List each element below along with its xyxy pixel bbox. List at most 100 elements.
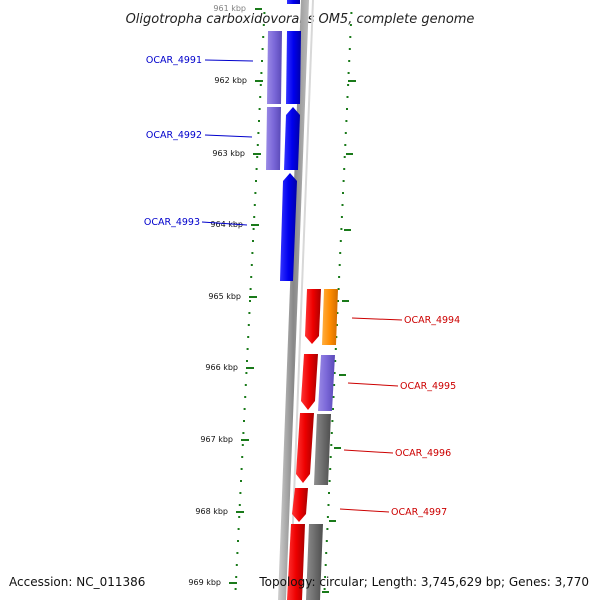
ring-dot	[244, 396, 247, 398]
ring-dot	[324, 564, 327, 566]
ring-dot	[327, 504, 330, 506]
ring-dot	[342, 180, 345, 182]
ring-dot	[235, 576, 238, 578]
leader-ocar-4995	[347, 382, 399, 387]
ring-dot	[338, 264, 341, 266]
ring-dot	[235, 564, 238, 566]
ring-dot	[345, 120, 348, 122]
ring-dot	[337, 300, 339, 302]
gene-arrow-ocar-4989[interactable]	[287, 0, 300, 4]
ring-dot	[263, 12, 266, 14]
gene-label-ocar-4996[interactable]: OCAR_4996	[395, 448, 451, 459]
gene-labels: OCAR_4991 OCAR_4992 OCAR_4993 OCAR_4994 …	[144, 55, 460, 518]
gene-label-ocar-4993[interactable]: OCAR_4993	[144, 217, 200, 228]
ring-dot	[326, 528, 329, 530]
gene-arrow-ocar-4993[interactable]	[280, 173, 297, 281]
ring-dot	[341, 204, 344, 206]
cog-box-ocar-4991	[267, 31, 282, 104]
leader-ocar-4992	[204, 134, 253, 138]
ring-dot	[251, 252, 254, 254]
ring-dot	[328, 480, 331, 482]
tick-label-964: 964 kbp	[210, 220, 243, 229]
gene-arrow-ocar-4995[interactable]	[301, 354, 318, 410]
gene-track	[280, 0, 321, 600]
scale-ring-dots	[234, 12, 353, 590]
ring-dot	[336, 312, 339, 314]
ring-dot	[256, 144, 259, 146]
ring-dot	[348, 60, 351, 62]
gene-arrow-ocar-4994[interactable]	[305, 289, 321, 344]
ring-dot	[333, 384, 336, 386]
cog-box-ocar-4992	[266, 107, 281, 170]
gene-label-ocar-4992[interactable]: OCAR_4992	[146, 130, 202, 141]
ring-dot	[255, 168, 258, 170]
gene-arrow-ocar-4991[interactable]	[286, 31, 301, 104]
gene-arrow-ocar-4997[interactable]	[292, 488, 308, 522]
ring-dot	[247, 324, 250, 326]
gene-arrow-ocar-4996[interactable]	[296, 413, 314, 483]
leader-ocar-4993	[201, 221, 248, 226]
ring-dot	[347, 84, 350, 86]
ring-dot	[238, 504, 241, 506]
tick-label-969: 969 kbp	[188, 578, 221, 587]
ring-dot	[237, 540, 239, 542]
tick-label-966: 966 kbp	[205, 363, 238, 372]
gene-label-ocar-4997[interactable]: OCAR_4997	[391, 507, 447, 518]
leader-ocar-4997	[339, 508, 390, 513]
gene-label-ocar-4991[interactable]: OCAR_4991	[146, 55, 202, 66]
ring-dot	[344, 144, 347, 146]
label-leaders	[201, 59, 403, 513]
ring-dot	[347, 72, 350, 74]
ring-dot	[261, 60, 263, 62]
leader-ocar-4994	[351, 317, 403, 321]
ring-dot	[348, 48, 351, 50]
cog-box-ocar-4995	[318, 355, 335, 411]
ring-dot	[335, 324, 338, 326]
ring-dot	[340, 228, 343, 230]
ring-dot	[253, 204, 256, 206]
ring-dot	[252, 228, 255, 230]
ring-dot	[328, 492, 330, 494]
ring-dot	[259, 84, 262, 86]
ring-dot	[332, 396, 335, 398]
ring-dot	[342, 192, 344, 194]
topology-text: Topology: circular; Length: 3,745,629 bp…	[258, 575, 589, 589]
ring-dot	[334, 360, 337, 362]
ring-dot	[324, 576, 327, 578]
ring-dot	[334, 348, 337, 350]
gene-arrow-ocar-4998[interactable]	[287, 524, 305, 600]
genome-backbone	[278, 0, 309, 600]
map-title: Oligotropha carboxidovorans OM5, complet…	[126, 12, 475, 27]
ring-dot	[248, 312, 251, 314]
ring-dot	[254, 192, 257, 194]
ring-dot	[262, 36, 265, 38]
ring-dot	[249, 300, 251, 302]
ring-dot	[337, 288, 340, 290]
backbone-outer-edge	[289, 0, 314, 600]
ring-dot	[245, 372, 248, 374]
ring-dot	[262, 24, 265, 26]
tick-label-968: 968 kbp	[195, 507, 228, 516]
ring-dot	[246, 360, 248, 362]
ring-dot	[240, 468, 243, 470]
ring-dot	[349, 24, 352, 26]
ring-dot	[241, 444, 244, 446]
ring-dot	[260, 72, 263, 74]
gene-label-ocar-4994[interactable]: OCAR_4994	[404, 315, 460, 326]
ring-dot	[243, 408, 246, 410]
cog-track	[266, 31, 338, 600]
ring-dot	[344, 132, 347, 134]
ring-dot	[330, 432, 333, 434]
leader-ocar-4996	[343, 449, 394, 454]
ring-dot	[255, 180, 257, 182]
tick-label-965: 965 kbp	[208, 292, 241, 301]
ring-dot	[256, 156, 259, 158]
ring-dot	[253, 216, 256, 218]
gene-label-ocar-4995[interactable]: OCAR_4995	[400, 381, 456, 392]
ring-dot	[343, 168, 346, 170]
scale-ticks: 961 kbp 962 kbp 963 kbp 964 kbp 965 kbp …	[188, 4, 356, 593]
ring-dot	[343, 156, 346, 158]
ring-dot	[257, 132, 260, 134]
ring-dot	[330, 444, 333, 446]
gene-arrow-ocar-4992[interactable]	[284, 107, 300, 170]
